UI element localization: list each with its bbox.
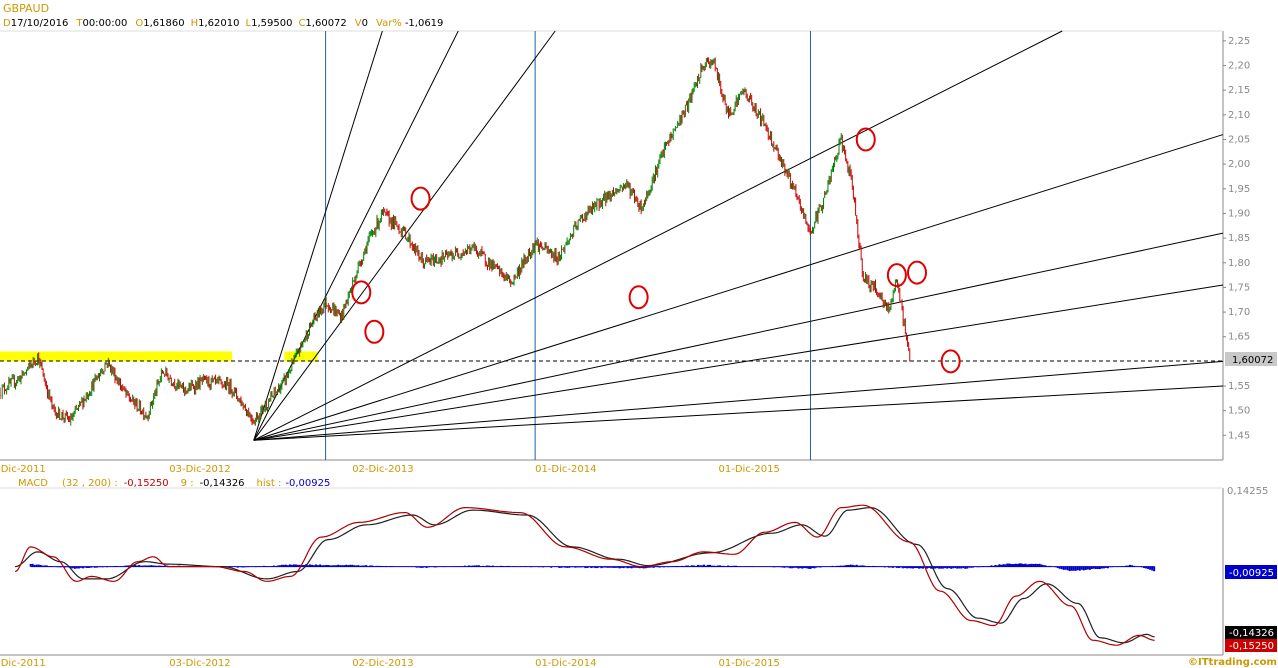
h-val: 1,62010 bbox=[198, 18, 239, 29]
y-tick-label: 2,05 bbox=[1228, 134, 1250, 145]
circle-annotation bbox=[906, 260, 927, 285]
circle-annotation bbox=[855, 127, 876, 152]
price-panel: 2,25 2,20 2,15 2,10 2,05 2,00 1,95 1,90 1,85 1,80… bbox=[0, 30, 1277, 475]
macd-hist-key: hist : bbox=[257, 478, 282, 489]
hist-label-text: -0,00925 bbox=[1229, 568, 1274, 579]
y-tick-label: 1,70 bbox=[1228, 307, 1250, 318]
y-tick-label: 1,65 bbox=[1228, 332, 1250, 343]
fan-line bbox=[253, 30, 459, 441]
h-key: H bbox=[191, 18, 199, 29]
v-key: V bbox=[355, 18, 362, 29]
macd-x-ticks: 01-Dic-2011 03-Dic-2012 02-Dic-2013 01-Dic-… bbox=[0, 658, 780, 668]
vertical-lines bbox=[325, 31, 811, 460]
instrument-title: GBPAUD bbox=[3, 2, 49, 15]
fan-line bbox=[253, 385, 1224, 441]
last-price-label-box bbox=[1225, 352, 1277, 366]
fan-line bbox=[253, 232, 1224, 441]
circle-annotation bbox=[364, 319, 385, 344]
y-tick-label: 1,90 bbox=[1228, 208, 1250, 219]
macd-val: -0,15250 bbox=[124, 478, 169, 489]
last-price-label: 1,60072 bbox=[1225, 352, 1277, 366]
var-key: Var% bbox=[376, 18, 402, 29]
macd-sig-key: 9 : bbox=[181, 478, 194, 489]
y-tick-label: 1,75 bbox=[1228, 282, 1250, 293]
price-y-ticks: 2,25 2,20 2,15 2,10 2,05 2,00 1,95 1,90 1,85 1,80… bbox=[1223, 36, 1250, 441]
l-key: L bbox=[246, 18, 252, 29]
t-val: 00:00:00 bbox=[82, 18, 127, 29]
circle-annotation bbox=[351, 280, 372, 305]
signal-label-text: -0,14326 bbox=[1229, 628, 1274, 639]
d-val: 17/10/2016 bbox=[11, 18, 69, 29]
macd-signal-line bbox=[15, 506, 1155, 644]
t-key: T bbox=[75, 18, 83, 29]
macd-header: MACD (32 , 200) : -0,15250 9 : -0,14326 hist … bbox=[18, 478, 330, 489]
x-tick-label: 01-Dic-2014 bbox=[535, 464, 596, 475]
x-tick-label: 01-Dic-2011 bbox=[0, 464, 46, 475]
y-tick-label: 2,15 bbox=[1228, 85, 1250, 96]
hist-label-box bbox=[1225, 565, 1277, 579]
macd-top-label: 0,14255 bbox=[1227, 486, 1268, 497]
o-val: 1,61860 bbox=[143, 18, 184, 29]
y-tick-label: 2,20 bbox=[1228, 61, 1250, 72]
circle-annotations bbox=[351, 127, 961, 374]
y-tick-label: 2,10 bbox=[1228, 110, 1250, 121]
macd-label-text: -0,15250 bbox=[1229, 641, 1274, 652]
c-key: C bbox=[298, 18, 305, 29]
signal-label-box bbox=[1225, 626, 1277, 639]
v-val: 0 bbox=[362, 18, 368, 29]
fan-lines bbox=[253, 30, 1224, 441]
circle-annotation bbox=[628, 285, 649, 310]
x-tick-label: 01-Dic-2015 bbox=[718, 658, 779, 668]
highlight-zones bbox=[0, 351, 318, 362]
circle-annotation bbox=[886, 263, 907, 288]
highlight-zone bbox=[0, 351, 233, 362]
macd-line bbox=[14, 504, 1155, 646]
x-tick-label: 03-Dic-2012 bbox=[169, 464, 230, 475]
c-val: 1,60072 bbox=[305, 18, 346, 29]
ohlc-readout: D17/10/2016 T00:00:00 O1,61860 H1,62010 L1,5… bbox=[3, 18, 443, 29]
macd-hist-val: -0,00925 bbox=[285, 478, 330, 489]
x-tick-label: 01-Dic-2014 bbox=[535, 658, 596, 668]
d-key: D bbox=[3, 18, 11, 29]
y-tick-label: 2,25 bbox=[1228, 36, 1250, 47]
y-tick-label: 1,55 bbox=[1228, 381, 1250, 392]
macd-params: (32 , 200) : bbox=[62, 478, 118, 489]
highlight-zone bbox=[284, 351, 318, 362]
y-tick-label: 1,95 bbox=[1228, 184, 1250, 195]
fan-line bbox=[253, 134, 1224, 441]
y-tick-label: 1,50 bbox=[1228, 406, 1250, 417]
l-val: 1,59500 bbox=[251, 18, 292, 29]
macd-sig-val: -0,14326 bbox=[200, 478, 245, 489]
fan-line bbox=[253, 30, 556, 441]
var-val: -1,0619 bbox=[405, 18, 444, 29]
circle-annotation bbox=[410, 186, 431, 211]
x-tick-label: 01-Dic-2011 bbox=[0, 658, 46, 668]
x-tick-label: 03-Dic-2012 bbox=[169, 658, 230, 668]
x-tick-label: 01-Dic-2015 bbox=[718, 464, 779, 475]
macd-label-box bbox=[1225, 639, 1277, 652]
x-tick-label: 02-Dic-2013 bbox=[352, 464, 413, 475]
macd-panel: 0,14255 -0,00925 -0,14326 -0,15250 01-Di… bbox=[0, 486, 1277, 668]
macd-readout: MACD (32 , 200) : -0,15250 9 : -0,14326 hist … bbox=[18, 478, 330, 489]
y-tick-label: 1,80 bbox=[1228, 258, 1250, 269]
y-tick-label: 1,45 bbox=[1228, 430, 1250, 441]
macd-histogram bbox=[29, 563, 1156, 572]
ohlc-header: GBPAUD D17/10/2016 T00:00:00 O1,61860 H1,62… bbox=[3, 2, 443, 29]
fan-line bbox=[253, 30, 1063, 441]
price-x-ticks: 01-Dic-2011 03-Dic-2012 02-Dic-2013 01-Dic-… bbox=[0, 464, 780, 475]
price-candles bbox=[0, 57, 911, 426]
fan-line bbox=[253, 360, 1224, 441]
y-tick-label: 1,85 bbox=[1228, 233, 1250, 244]
fan-line bbox=[253, 284, 1224, 441]
y-tick-label: 2,00 bbox=[1228, 159, 1250, 170]
fan-line bbox=[253, 30, 383, 441]
watermark: ©ITtrading.com bbox=[1188, 657, 1277, 668]
circle-annotation bbox=[940, 349, 961, 374]
o-key: O bbox=[135, 18, 143, 29]
last-price-text: 1,60072 bbox=[1232, 355, 1273, 366]
macd-name: MACD bbox=[18, 478, 48, 489]
x-tick-label: 02-Dic-2013 bbox=[352, 658, 413, 668]
